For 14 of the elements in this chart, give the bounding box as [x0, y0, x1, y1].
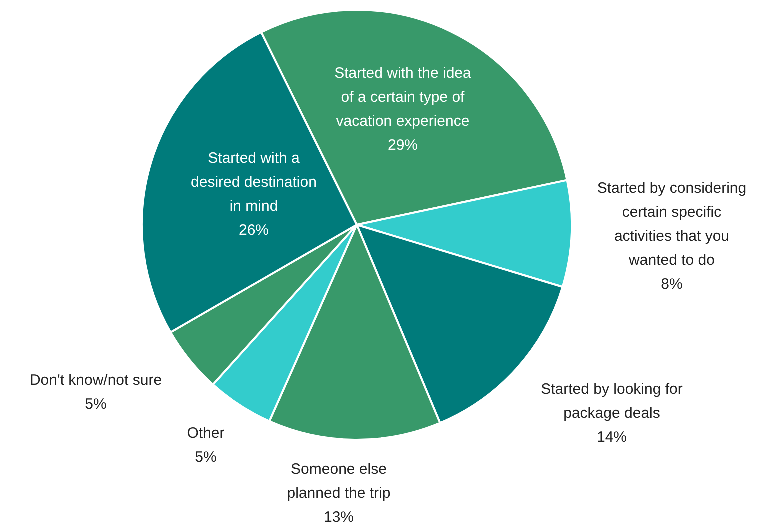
- slice-label: Other: [187, 425, 225, 442]
- slice-label: Started by looking for package deals: [541, 381, 683, 422]
- slice-label: Someone else planned the trip: [287, 461, 391, 502]
- slice-label: Started by considering certain specific activities that you wanted to do: [597, 180, 747, 269]
- data-label: 14%: [596, 429, 628, 446]
- data-label: 13%: [324, 509, 354, 526]
- data-label: 5%: [85, 396, 107, 413]
- data-label: 26%: [238, 222, 270, 239]
- slice-label: Don't know/not sure: [30, 372, 162, 389]
- slice-label: Started with a desired destination in mind: [191, 150, 317, 215]
- slice-label: Started with the idea of a certain type of vacation experience: [334, 65, 472, 130]
- data-label: 5%: [195, 449, 217, 466]
- data-label: 8%: [661, 276, 683, 293]
- data-label: 29%: [388, 137, 418, 154]
